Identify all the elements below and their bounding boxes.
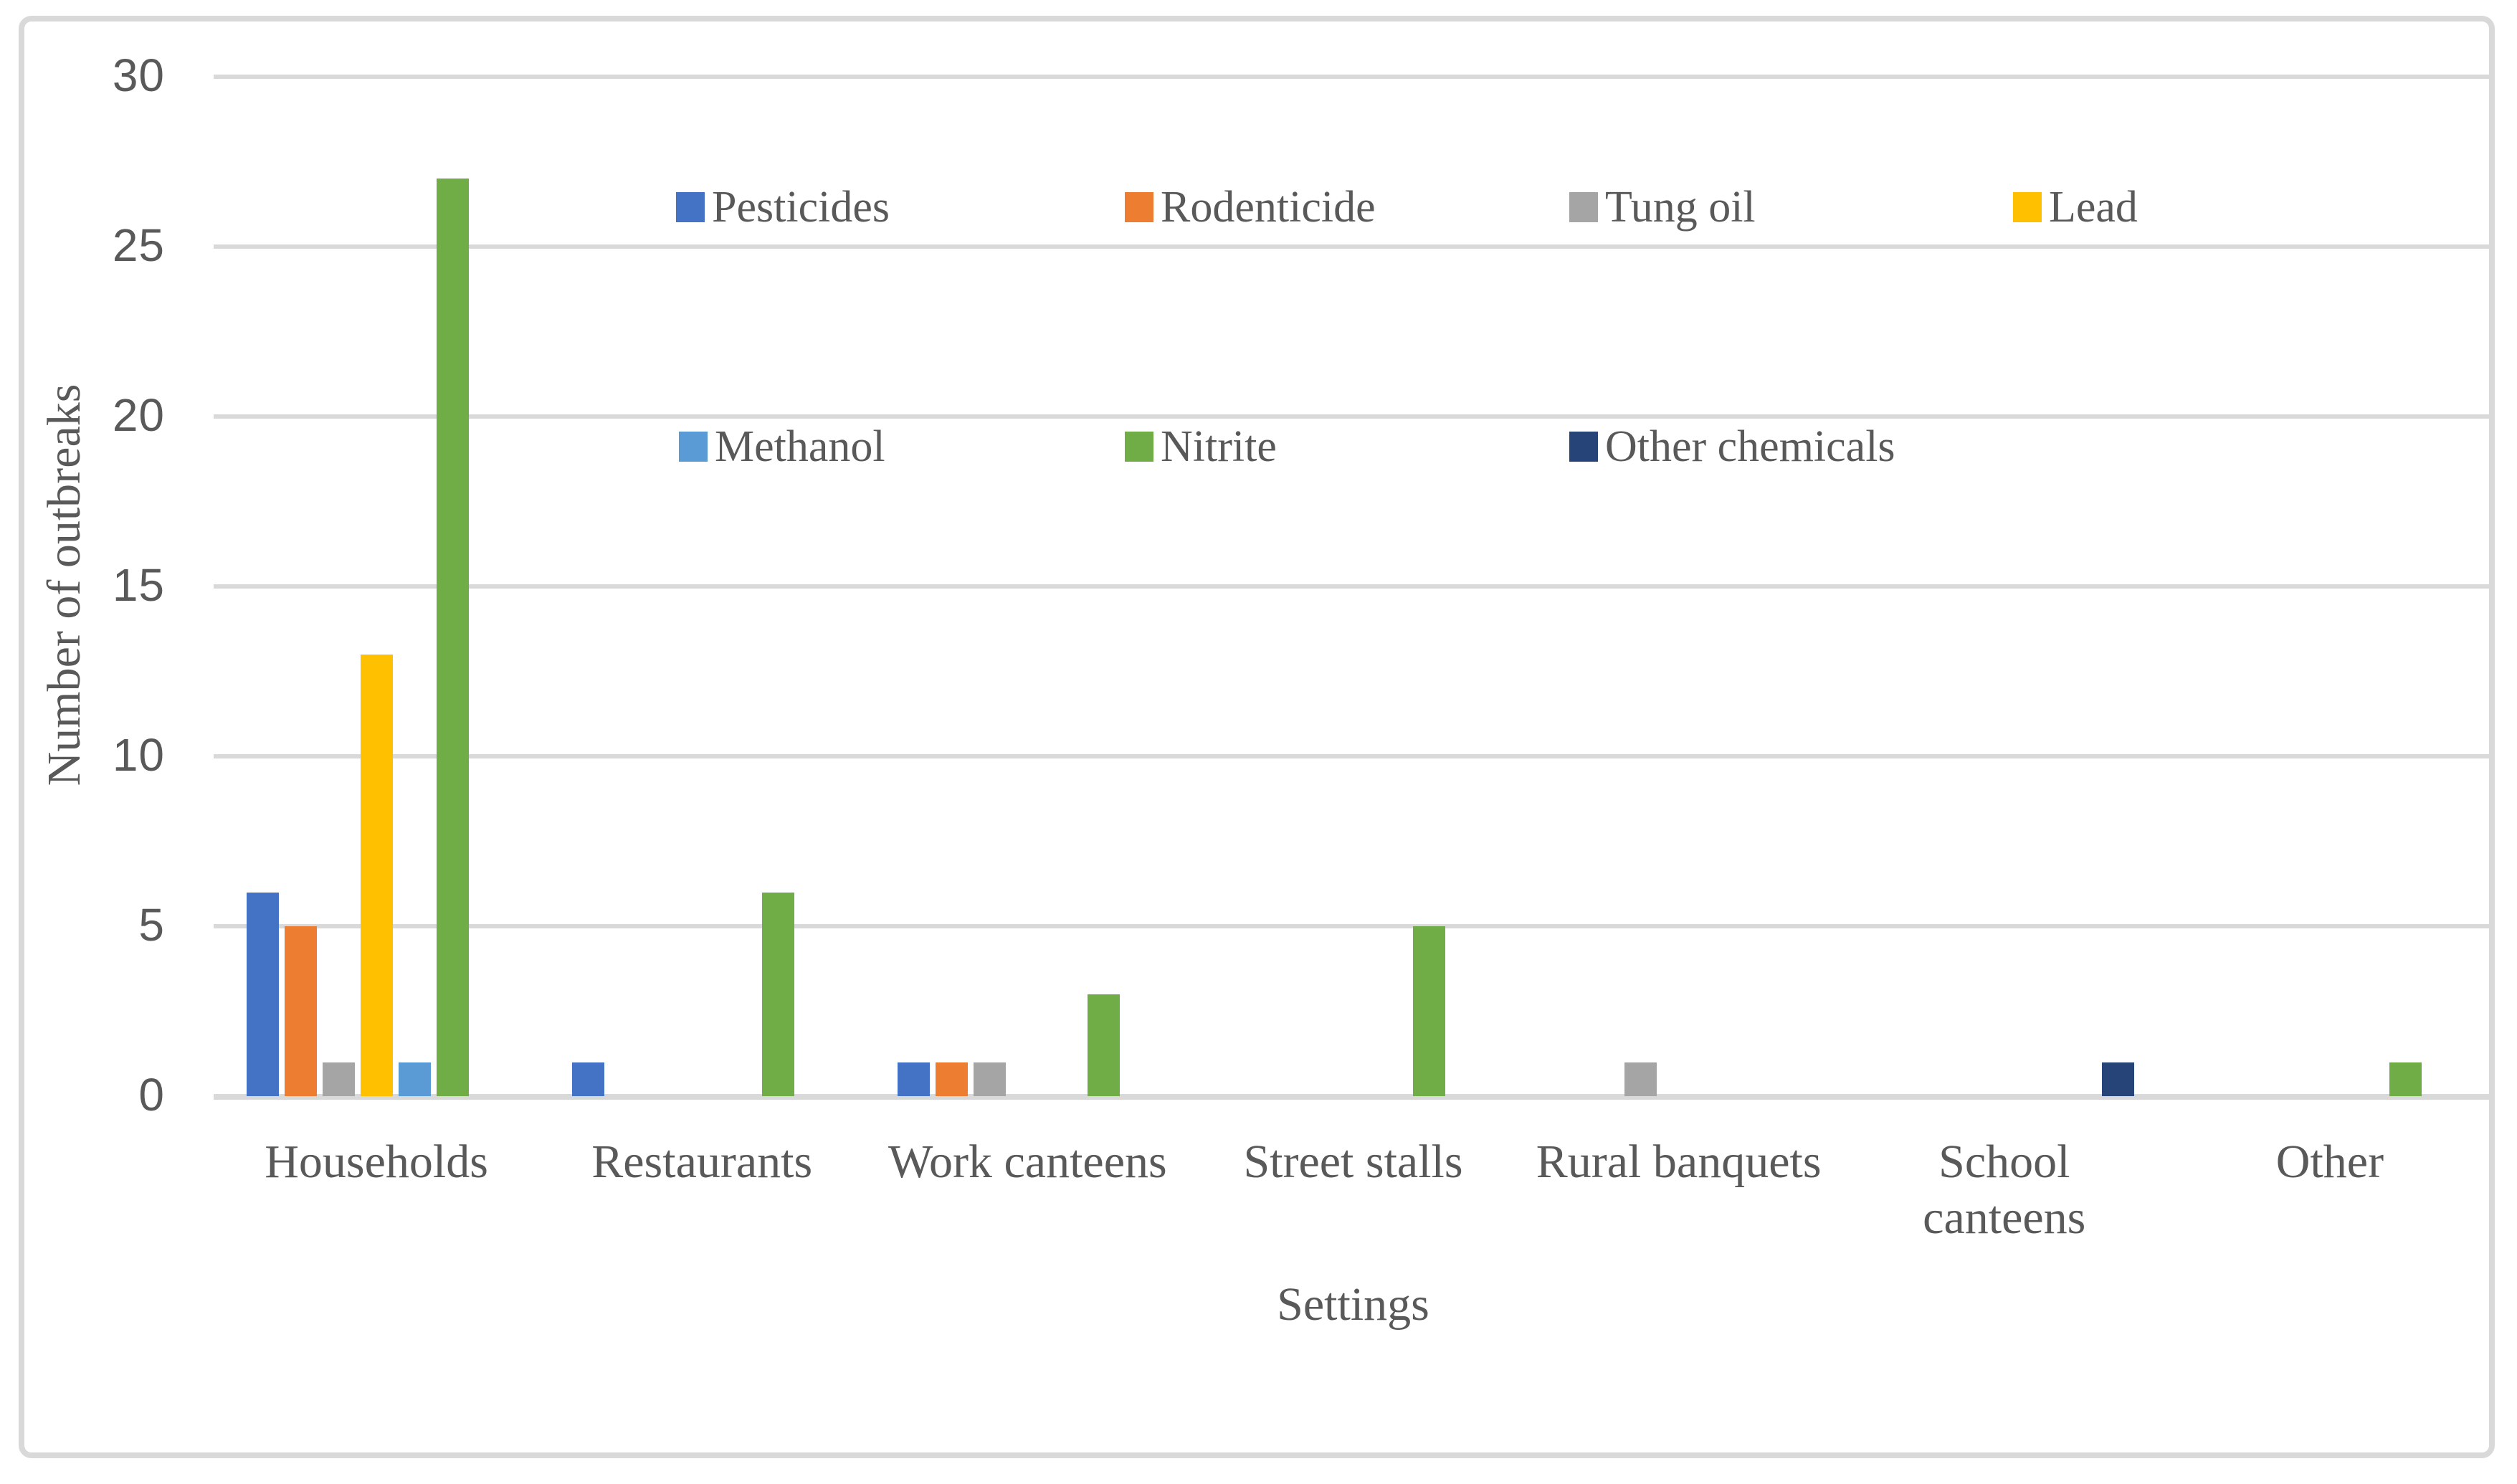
bar-households-nitrite (436, 179, 469, 1096)
bar-households-tung-oil (322, 1062, 355, 1096)
legend-item-other-chemicals: Other chemicals (1569, 424, 1895, 469)
bar-rural-banquets-tung-oil (1624, 1062, 1657, 1096)
bar-work-canteens-tung-oil (973, 1062, 1006, 1096)
legend-label: Nitrite (1161, 422, 1277, 471)
lead-swatch-icon (2013, 192, 2042, 222)
bar-households-rodenticide (284, 926, 317, 1096)
y-axis-title: Number of outbreaks (38, 384, 90, 786)
bar-households-lead (360, 654, 393, 1096)
y-gridline (214, 244, 2493, 249)
methanol-swatch-icon (679, 432, 708, 462)
y-tick-label: 30 (112, 49, 165, 101)
x-axis-line (214, 1094, 2493, 1100)
bar-work-canteens-pesticides (897, 1062, 930, 1096)
x-category-label: Rural banquets (1536, 1136, 1822, 1188)
legend-label: Pesticides (712, 183, 890, 232)
bar-restaurants-nitrite (761, 892, 794, 1096)
legend-label: Rodenticide (1161, 183, 1376, 232)
y-gridline (214, 584, 2493, 589)
y-tick-label: 0 (138, 1069, 165, 1121)
bar-restaurants-pesticides (571, 1062, 604, 1096)
legend-item-methanol: Methanol (679, 424, 885, 469)
legend-label: Other chemicals (1605, 422, 1895, 471)
legend-label: Tung oil (1605, 183, 1756, 232)
x-category-label: School canteens (1923, 1136, 2086, 1244)
bar-street-stalls-nitrite (1413, 926, 1445, 1096)
y-tick-label: 5 (138, 899, 165, 951)
figure-border (19, 16, 2495, 1458)
legend-label: Methanol (715, 422, 885, 471)
y-tick-label: 20 (112, 389, 165, 441)
y-gridline (214, 924, 2493, 928)
bar-school-canteens-other-chemicals (2102, 1062, 2135, 1096)
x-category-label: Work canteens (888, 1136, 1167, 1188)
y-tick-label: 25 (112, 219, 165, 271)
y-tick-label: 10 (112, 729, 165, 781)
bar-work-canteens-rodenticide (935, 1062, 968, 1096)
bar-work-canteens-nitrite (1087, 994, 1120, 1096)
x-axis-title: Settings (1277, 1278, 1429, 1331)
x-category-label: Other (2275, 1136, 2384, 1188)
y-gridline (214, 754, 2493, 758)
nitrite-swatch-icon (1125, 432, 1153, 462)
bar-households-methanol (398, 1062, 431, 1096)
y-gridline (214, 414, 2493, 419)
y-tick-label: 15 (112, 559, 165, 611)
pesticides-swatch-icon (676, 192, 705, 222)
other-chemicals-swatch-icon (1569, 432, 1598, 462)
legend-item-lead: Lead (2013, 185, 2138, 229)
y-gridline (214, 75, 2493, 79)
legend-label: Lead (2049, 183, 2138, 232)
legend-item-nitrite: Nitrite (1125, 424, 1277, 469)
x-category-label: Street stalls (1243, 1136, 1463, 1188)
tung-oil-swatch-icon (1569, 192, 1598, 222)
rodenticide-swatch-icon (1125, 192, 1153, 222)
legend-item-rodenticide: Rodenticide (1125, 185, 1376, 229)
x-category-label: Households (265, 1136, 488, 1188)
x-category-label: Restaurants (591, 1136, 813, 1188)
bar-other-nitrite (2389, 1062, 2422, 1096)
legend-item-tung-oil: Tung oil (1569, 185, 1756, 229)
legend-item-pesticides: Pesticides (676, 185, 890, 229)
bar-households-pesticides (246, 892, 279, 1096)
